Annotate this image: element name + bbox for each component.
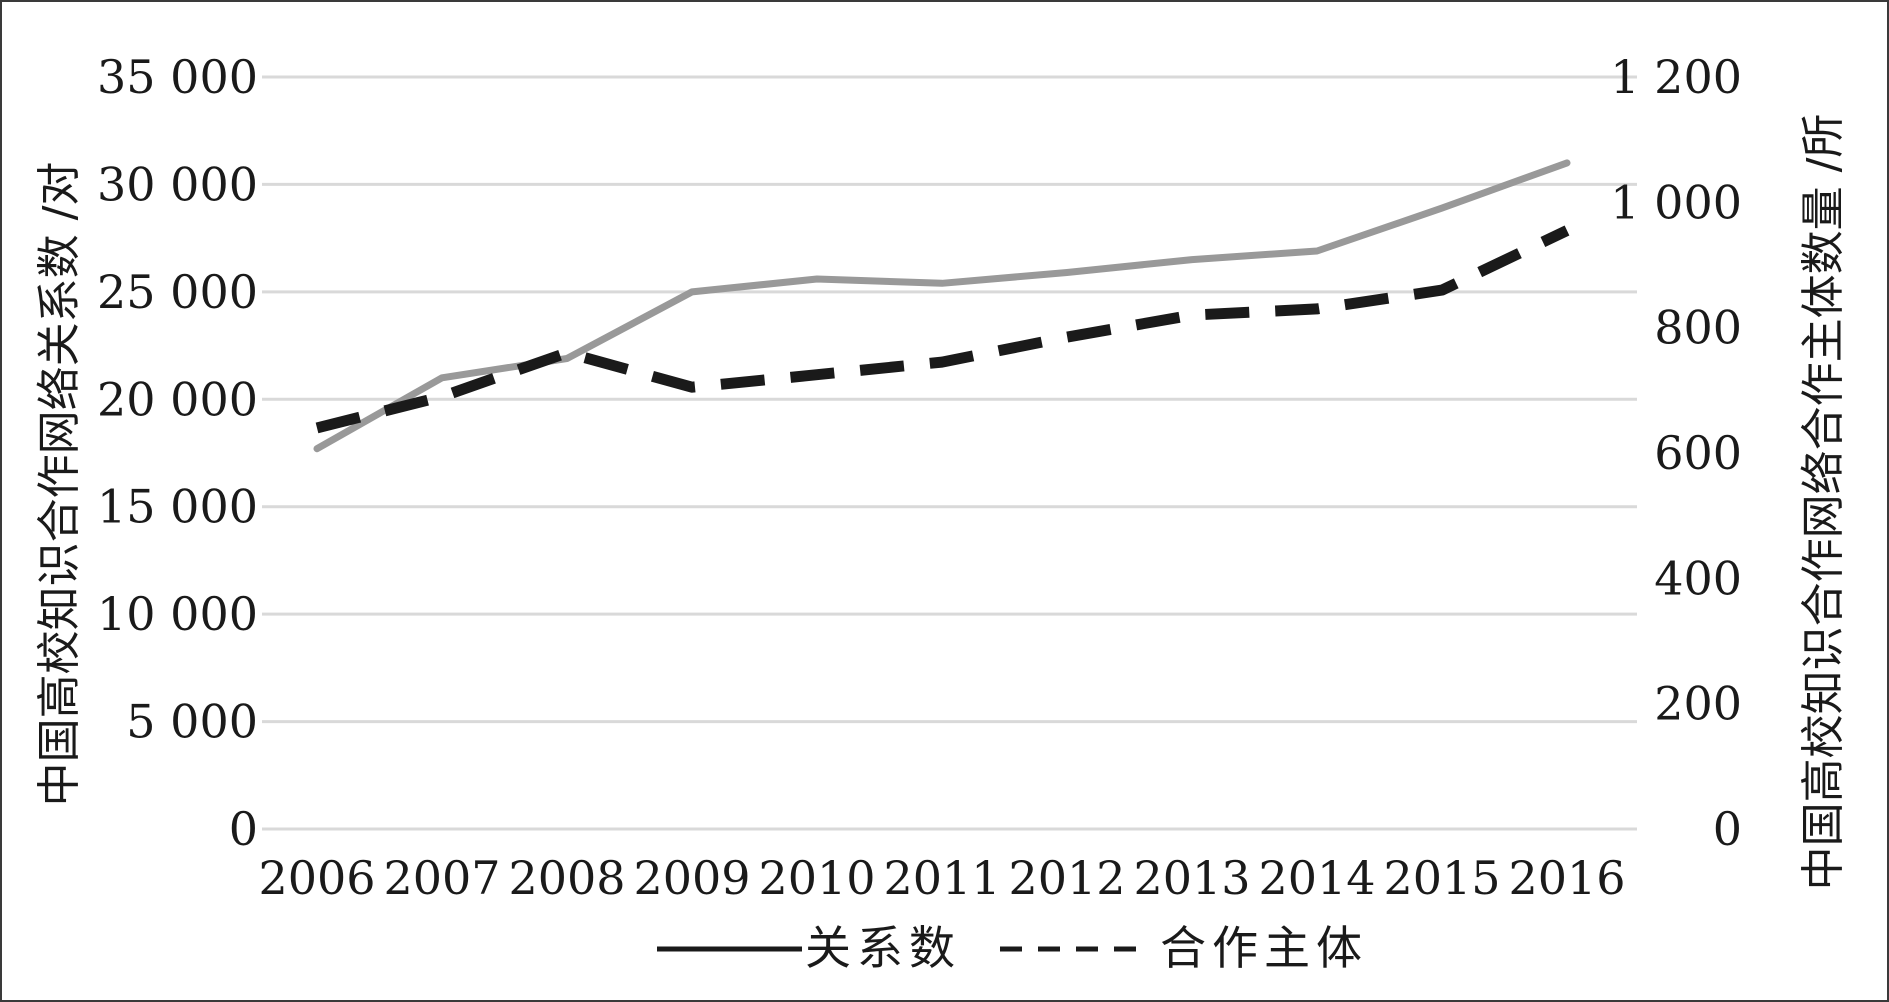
x-tick-label: 2016 bbox=[1508, 851, 1625, 905]
x-tick-label: 2006 bbox=[258, 851, 375, 905]
left-tick-label: 0 bbox=[229, 802, 258, 856]
right-tick-label: 200 bbox=[1654, 677, 1742, 731]
left-axis-ticks: 0 5 000 10 000 15 000 20 000 25 000 30 000 35 0… bbox=[97, 50, 258, 856]
left-tick-label: 25 000 bbox=[97, 265, 258, 319]
right-axis-ticks: 0 200 400 600 800 1 000 1 200 bbox=[1610, 50, 1742, 856]
x-tick-label: 2014 bbox=[1258, 851, 1375, 905]
series-line-relations bbox=[313, 159, 1571, 453]
left-tick-label: 35 000 bbox=[97, 50, 258, 104]
x-tick-label: 2012 bbox=[1008, 851, 1125, 905]
series-line-partners bbox=[315, 225, 1570, 434]
legend-label-relations: 关系数 bbox=[805, 921, 961, 975]
gridlines bbox=[262, 75, 1637, 831]
x-tick-label: 2008 bbox=[508, 851, 625, 905]
series-layer bbox=[313, 159, 1571, 453]
right-tick-label: 1 200 bbox=[1610, 50, 1742, 104]
legend: 关系数 合作主体 bbox=[657, 921, 1368, 975]
left-tick-label: 5 000 bbox=[126, 695, 258, 749]
left-tick-label: 10 000 bbox=[97, 587, 258, 641]
right-tick-label: 1 000 bbox=[1610, 175, 1742, 229]
x-tick-label: 2011 bbox=[883, 851, 1000, 905]
legend-label-partners: 合作主体 bbox=[1160, 921, 1368, 975]
right-axis-title: 中国高校知识合作网络合作主体数量 /所 bbox=[1798, 114, 1849, 891]
x-tick-label: 2010 bbox=[758, 851, 875, 905]
right-tick-label: 0 bbox=[1713, 802, 1742, 856]
right-tick-label: 800 bbox=[1654, 301, 1742, 355]
right-tick-label: 600 bbox=[1654, 426, 1742, 480]
left-axis-title: 中国高校知识合作网络关系数 /对 bbox=[34, 162, 85, 807]
x-tick-label: 2013 bbox=[1133, 851, 1250, 905]
left-tick-label: 30 000 bbox=[97, 157, 258, 211]
left-tick-label: 20 000 bbox=[97, 372, 258, 426]
x-tick-label: 2015 bbox=[1383, 851, 1500, 905]
x-tick-label: 2007 bbox=[383, 851, 500, 905]
x-axis-ticks: 2006 2007 2008 2009 2010 2011 2012 2013 2014 2015… bbox=[258, 851, 1625, 905]
left-tick-label: 15 000 bbox=[97, 480, 258, 534]
right-tick-label: 400 bbox=[1654, 551, 1742, 605]
x-tick-label: 2009 bbox=[633, 851, 750, 905]
